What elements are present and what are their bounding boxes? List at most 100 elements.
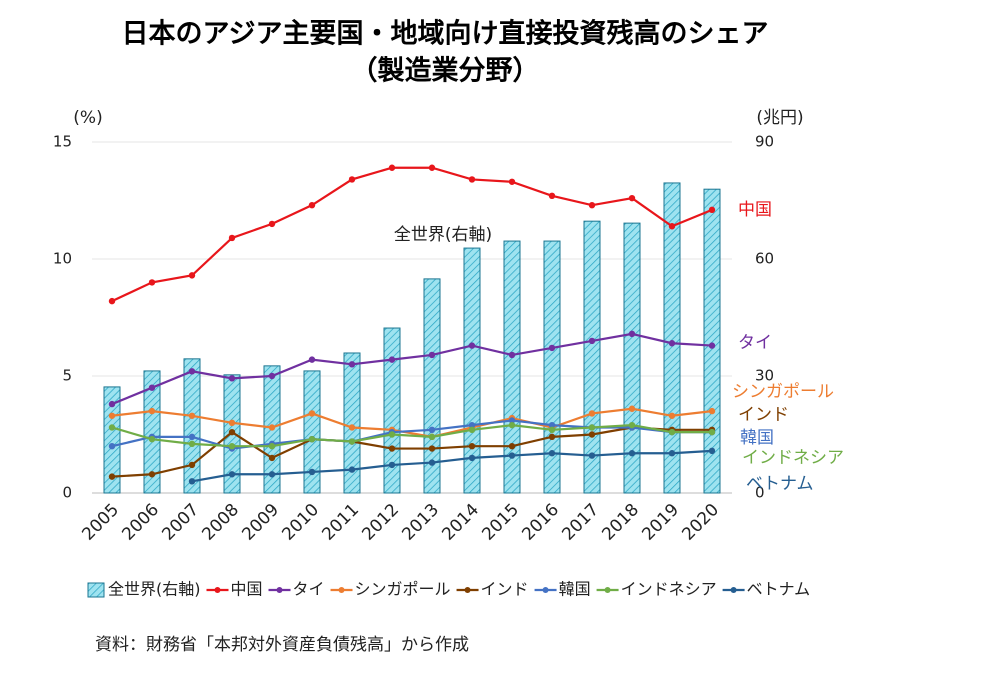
point [188, 368, 196, 375]
point [628, 405, 636, 412]
point [148, 435, 156, 443]
series-end-label: ベトナム [746, 474, 814, 494]
x-tick-label: 2016 [518, 500, 563, 545]
point [108, 443, 116, 450]
x-tick-label: 2012 [358, 500, 403, 545]
point [268, 471, 276, 478]
point [388, 461, 396, 469]
series-end-label: インドネシア [742, 448, 844, 468]
point [548, 421, 556, 429]
point [108, 400, 116, 408]
point [508, 452, 516, 459]
x-tick-label: 2014 [438, 500, 483, 545]
legend-marker [604, 587, 611, 593]
legend-item: 中国 [206, 580, 263, 599]
chart-subtitle: （製造業分野） [351, 56, 540, 87]
legend-item: シンガポール [330, 580, 451, 599]
bar [703, 188, 721, 494]
point [508, 178, 516, 185]
point [628, 450, 636, 457]
x-tick-label: 2010 [278, 500, 323, 545]
point [668, 412, 676, 419]
point [148, 407, 156, 415]
point [628, 194, 636, 202]
bar [383, 327, 401, 494]
point [428, 426, 436, 434]
point [468, 421, 476, 429]
legend-marker [214, 587, 221, 593]
series-line [111, 426, 712, 478]
point [308, 356, 316, 363]
point [228, 443, 236, 450]
legend-item: ベトナム [722, 580, 810, 599]
point [228, 471, 236, 478]
legend-item: 韓国 [534, 580, 591, 599]
point [188, 272, 196, 279]
point [628, 421, 636, 429]
point [388, 164, 396, 171]
point [548, 433, 556, 441]
point [268, 424, 276, 431]
point [348, 466, 356, 473]
point [468, 342, 476, 349]
point [268, 454, 276, 462]
point [548, 426, 556, 434]
series-end-label: 中国 [738, 200, 772, 220]
point [108, 297, 116, 305]
y-tick-label: 10 [53, 250, 72, 268]
x-tick-label: 2020 [678, 500, 723, 545]
point [308, 410, 316, 417]
point [108, 473, 116, 480]
point [588, 410, 596, 417]
point [188, 440, 196, 448]
point [628, 330, 636, 338]
point [588, 201, 596, 209]
legend-label: タイ [293, 580, 325, 599]
point [708, 447, 716, 455]
bar [663, 182, 681, 494]
legend-item: 全世界(右軸) [87, 580, 201, 599]
bar [103, 386, 121, 494]
point [308, 435, 316, 443]
point [428, 164, 436, 171]
point [228, 375, 236, 382]
y-tick-label: 5 [62, 367, 72, 385]
point [708, 206, 716, 214]
point [468, 454, 476, 462]
point [188, 433, 196, 441]
point [588, 337, 596, 345]
y-tick-label: 15 [53, 133, 72, 151]
point [388, 431, 396, 438]
point [668, 428, 676, 436]
point [148, 384, 156, 391]
point [428, 433, 436, 441]
y2-tick-label: 30 [755, 367, 774, 385]
point [668, 223, 676, 230]
legend-item: インドネシア [596, 580, 717, 599]
point [548, 192, 556, 200]
point [548, 450, 556, 457]
source-note: 資料：財務省「本邦対外資産負債残高」から作成 [95, 635, 469, 655]
legend-item: タイ [268, 580, 325, 599]
legend-label: インド [481, 580, 529, 599]
annotation: 全世界(右軸) [394, 225, 492, 245]
point [108, 412, 116, 419]
point [468, 176, 476, 183]
bar [143, 370, 161, 494]
legend-marker [542, 587, 549, 593]
point [668, 450, 676, 457]
legend-item: インド [456, 580, 529, 599]
legend-label: シンガポール [355, 580, 451, 599]
x-tick-label: 2005 [78, 500, 123, 545]
series-end-label: シンガポール [732, 382, 834, 402]
y-tick-label: 0 [62, 484, 72, 502]
x-tick-label: 2006 [118, 500, 163, 545]
point [588, 424, 596, 431]
point [228, 419, 236, 426]
point [148, 471, 156, 478]
y2-tick-label: 0 [755, 484, 765, 502]
point [708, 428, 716, 436]
x-tick-label: 2008 [198, 500, 243, 545]
point [708, 407, 716, 415]
x-tick-label: 2017 [558, 500, 603, 545]
